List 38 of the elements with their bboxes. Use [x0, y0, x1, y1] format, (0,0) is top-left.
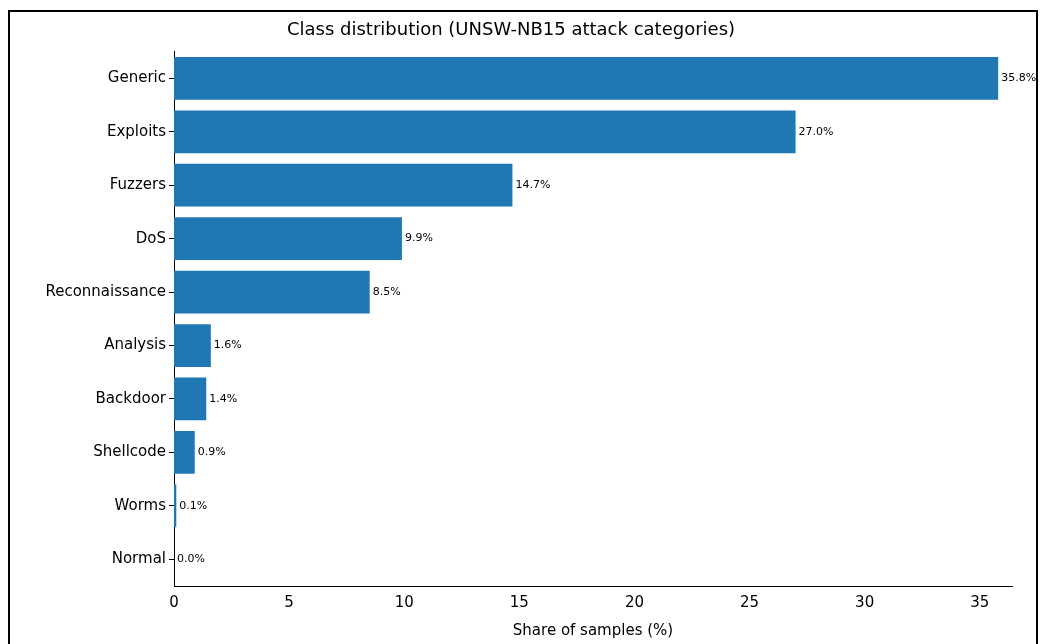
chart-title: Class distribution (UNSW-NB15 attack categories) [286, 18, 736, 40]
y-tick-label: Generic [107, 68, 166, 87]
x-tick-label: 10 [394, 592, 414, 611]
data-label: 27.0% [798, 124, 834, 138]
data-label: 0.9% [197, 445, 226, 459]
bar [174, 377, 207, 421]
y-tick-label: Analysis [104, 335, 167, 354]
y-tick-label: Backdoor [95, 388, 167, 407]
data-label: 0.1% [179, 498, 208, 512]
bar [174, 110, 796, 154]
y-tick-label: Exploits [106, 121, 167, 140]
x-tick-label: 5 [284, 592, 294, 611]
bar [174, 431, 195, 474]
data-label: 1.6% [213, 338, 242, 352]
bar [174, 270, 370, 314]
x-axis-title: Share of samples (%) [512, 620, 674, 639]
data-label: 0.0% [177, 552, 205, 566]
y-tick-label: DoS [135, 228, 166, 247]
data-label: 1.4% [209, 391, 238, 405]
bar [174, 217, 402, 261]
x-tick-label: 20 [624, 592, 644, 611]
bar [174, 324, 211, 367]
data-label: 14.7% [515, 178, 551, 192]
data-label: 35.8% [1001, 71, 1037, 85]
y-tick-label: Fuzzers [109, 175, 167, 194]
data-label: 8.5% [372, 284, 401, 298]
data-label: 9.9% [404, 231, 433, 245]
y-tick-label: Normal [111, 549, 166, 568]
x-tick-label: 25 [740, 592, 760, 611]
x-tick-label: 15 [509, 592, 529, 611]
x-tick-label: 30 [855, 592, 875, 611]
bar [174, 56, 999, 100]
y-tick-label: Worms [114, 495, 167, 514]
x-tick-label: 35 [970, 592, 990, 611]
y-tick-label: Reconnaissance [45, 281, 166, 300]
y-tick-label: Shellcode [93, 442, 166, 461]
x-tick-label: 0 [169, 592, 179, 611]
bar [174, 163, 513, 207]
